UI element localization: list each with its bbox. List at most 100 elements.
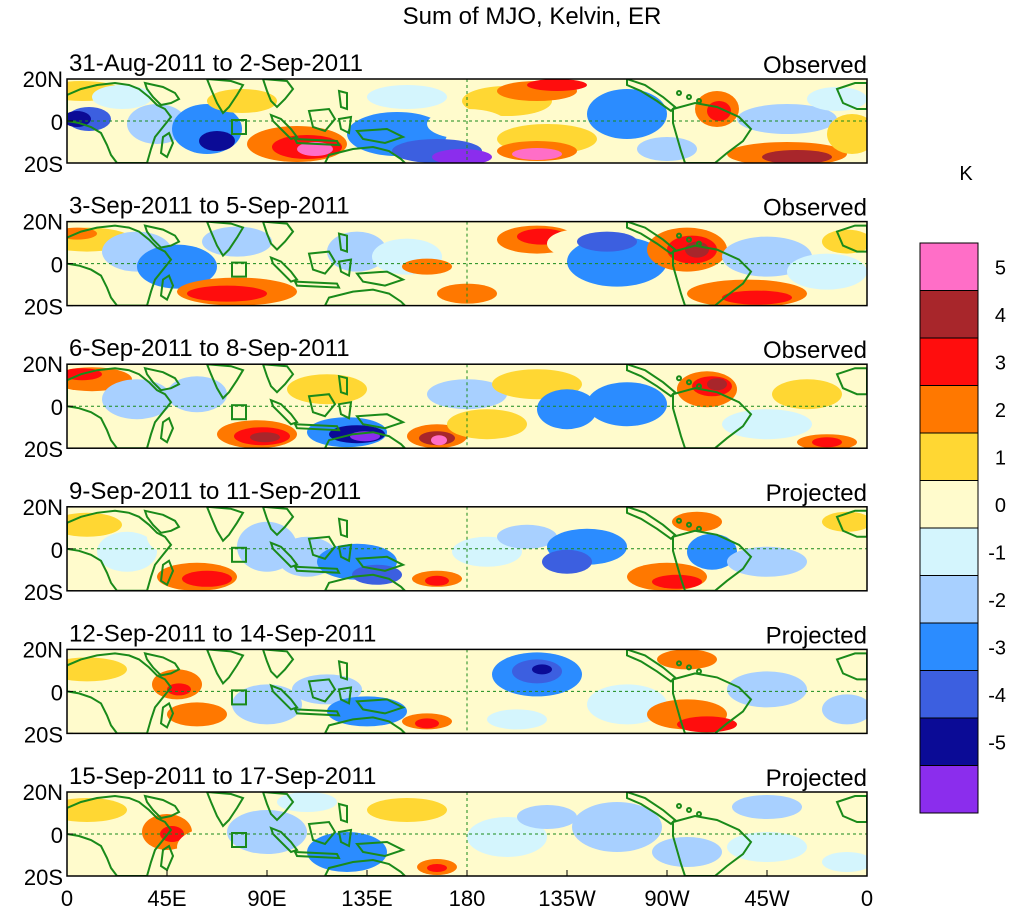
anomaly-contour <box>102 379 172 420</box>
anomaly-contour <box>707 378 727 391</box>
colorbar-swatch <box>919 765 979 814</box>
anomaly-contour <box>822 852 867 872</box>
anomaly-contour <box>167 683 191 696</box>
colorbar-label: 5 <box>995 258 1006 280</box>
anomaly-contour <box>67 227 97 240</box>
map-panel: 20N 0 20S 6-Sep-2011 to 8-Sep-2011 Observed <box>23 335 868 462</box>
anomaly-contour <box>67 657 127 682</box>
anomaly-contour <box>277 792 337 812</box>
panel-date-range: 15-Sep-2011 to 17-Sep-2011 <box>69 763 376 790</box>
anomaly-contour <box>182 570 232 587</box>
anomaly-contour <box>727 546 807 577</box>
colorbar-swatch <box>919 480 979 529</box>
anomaly-contour <box>127 104 187 144</box>
colorbar-label: 2 <box>995 400 1006 422</box>
map-panel: 20N 0 20S 9-Sep-2011 to 11-Sep-2011 Projecte… <box>23 478 868 605</box>
box-marker <box>231 119 247 135</box>
panel-type: Projected <box>766 480 867 507</box>
anomaly-contour <box>822 694 867 725</box>
y-tick-label: 20N <box>23 210 63 235</box>
anomaly-contour <box>722 290 792 305</box>
anomaly-contour <box>687 533 737 570</box>
anomaly-contour <box>427 864 447 872</box>
panels: 20N 0 20S 31-Aug-2011 to 2-Sep-2011 Observed… <box>23 50 868 890</box>
anomaly-contour <box>287 374 367 405</box>
anomaly-contour <box>677 716 737 733</box>
anomaly-contour <box>737 104 837 134</box>
y-tick-label: 0 <box>51 253 63 278</box>
panel-type: Projected <box>766 765 867 792</box>
x-tick-label: 135E <box>341 886 392 911</box>
anomaly-contour <box>367 798 447 822</box>
panel-date-range: 9-Sep-2011 to 11-Sep-2011 <box>69 478 361 505</box>
box-marker <box>231 546 247 563</box>
anomaly-contour <box>467 817 547 857</box>
colorbar-swatch <box>919 622 979 671</box>
anomaly-contour <box>497 524 557 549</box>
anomaly-contour <box>487 709 547 730</box>
panel-type: Projected <box>766 622 867 649</box>
y-tick-label: 20S <box>24 295 63 320</box>
anomaly-contour <box>727 671 807 708</box>
x-tick-label: 45W <box>744 886 789 911</box>
y-tick-label: 0 <box>51 680 63 705</box>
anomaly-contour <box>652 574 702 589</box>
anomaly-contour <box>207 89 277 113</box>
anomaly-contour <box>657 649 717 670</box>
contour-fill <box>67 79 867 163</box>
y-tick-label: 20S <box>24 580 63 605</box>
anomaly-contour <box>447 409 527 440</box>
anomaly-contour <box>722 409 812 440</box>
y-tick-label: 20N <box>23 495 63 520</box>
anomaly-contour <box>92 85 152 109</box>
colorbar-label: -1 <box>988 543 1006 565</box>
y-tick-label: 20S <box>24 722 63 747</box>
colorbar-swatch <box>919 385 979 434</box>
anomaly-contour <box>307 832 387 872</box>
colorbar-label: 4 <box>995 305 1006 327</box>
anomaly-contour <box>512 148 562 160</box>
map-panel: 20N 0 20S 3-Sep-2011 to 5-Sep-2011 Observed <box>23 193 868 320</box>
anomaly-contour <box>572 802 662 852</box>
y-tick-label: 20N <box>23 780 63 805</box>
y-tick-label: 20S <box>24 437 63 462</box>
box-marker <box>231 832 247 848</box>
anomaly-contour <box>807 87 867 111</box>
anomaly-contour <box>402 258 452 275</box>
colorbar-swatch <box>919 242 979 291</box>
anomaly-contour <box>772 379 842 410</box>
colorbar-label: 3 <box>995 353 1006 375</box>
anomaly-contour <box>812 437 842 448</box>
box-marker <box>231 404 247 421</box>
anomaly-contour <box>187 285 267 302</box>
x-tick-label: 180 <box>449 886 486 911</box>
contour-fill <box>67 792 867 875</box>
anomaly-contour <box>297 142 333 156</box>
x-tick-label: 135W <box>538 886 596 911</box>
y-tick-label: 20N <box>23 352 63 377</box>
x-tick-label: 45E <box>147 886 186 911</box>
anomaly-contour <box>67 512 122 537</box>
anomaly-contour <box>762 150 832 163</box>
anomaly-contour <box>732 795 802 819</box>
y-tick-label: 0 <box>51 395 63 420</box>
colorbar: K 5 4 3 2 1 0 -1 -2 -3 -4 -5 <box>919 163 1006 814</box>
colorbar-label: -4 <box>988 685 1006 707</box>
x-tick-label: 0 <box>861 886 873 911</box>
anomaly-contour <box>517 805 577 829</box>
anomaly-contour <box>577 231 637 252</box>
colorbar-swatch <box>919 290 979 339</box>
y-tick-label: 0 <box>51 110 63 135</box>
y-tick-label: 0 <box>51 538 63 563</box>
anomaly-contour <box>232 684 302 725</box>
panel-date-range: 3-Sep-2011 to 5-Sep-2011 <box>69 193 350 220</box>
anomaly-contour <box>167 702 227 727</box>
y-tick-label: 20N <box>23 637 63 662</box>
panel-type: Observed <box>763 337 867 364</box>
anomaly-contour <box>425 575 449 586</box>
colorbar-label: -3 <box>988 638 1006 660</box>
colorbar-swatch <box>919 575 979 624</box>
x-tick-label: 0 <box>61 886 73 911</box>
contour-fill <box>67 511 867 591</box>
